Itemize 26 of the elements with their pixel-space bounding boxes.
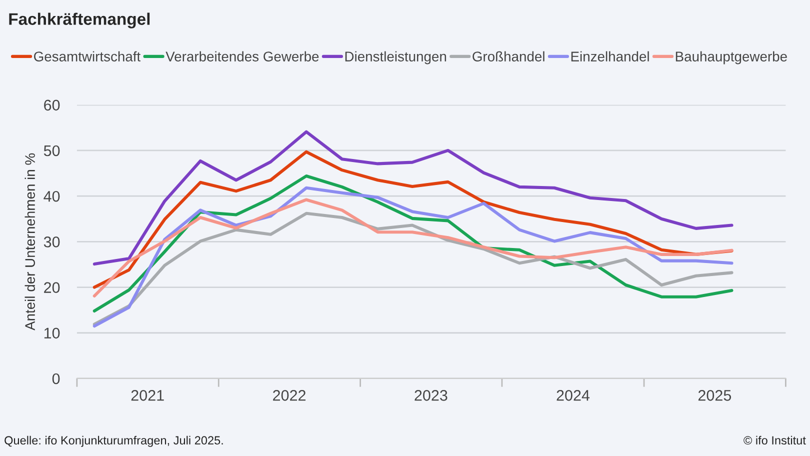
legend-label: Einzelhandel (571, 51, 649, 62)
y-tick-label: 30 (44, 236, 60, 248)
y-tick-label: 50 (44, 145, 60, 156)
line-series (92, 150, 734, 289)
x-tick-label: 2023 (414, 390, 448, 401)
x-tick-label: 2021 (131, 390, 164, 401)
y-tick-label: 10 (44, 328, 60, 339)
y-tick-label: 60 (44, 100, 60, 111)
source-note: Quelle: ifo Konjunkturumfragen, Juli 2025. (4, 436, 223, 447)
x-tick-label: 2025 (698, 390, 732, 401)
y-axis-title: Anteil der Unternehmen in % (24, 153, 35, 330)
legend-label: Dienstleistungen (345, 51, 446, 64)
chart-title: Fachkräftemangel (9, 12, 150, 28)
legend-label: Verarbeitendes Gewerbe (166, 51, 319, 62)
legend-label: Großhandel (472, 51, 544, 62)
y-tick-label: 0 (52, 373, 60, 384)
x-tick-label: 2022 (273, 390, 306, 401)
line-series (92, 130, 734, 266)
legend-label: Bauhauptgewerbe (676, 51, 787, 64)
line-series (92, 186, 734, 328)
text: © ifo Institut (744, 436, 806, 445)
legend-label: Gesamtwirtschaft (34, 51, 141, 62)
line-series (92, 198, 734, 298)
x-tick-label: 2024 (556, 390, 590, 401)
y-tick-label: 20 (44, 282, 60, 293)
y-tick-label: 40 (44, 190, 60, 202)
